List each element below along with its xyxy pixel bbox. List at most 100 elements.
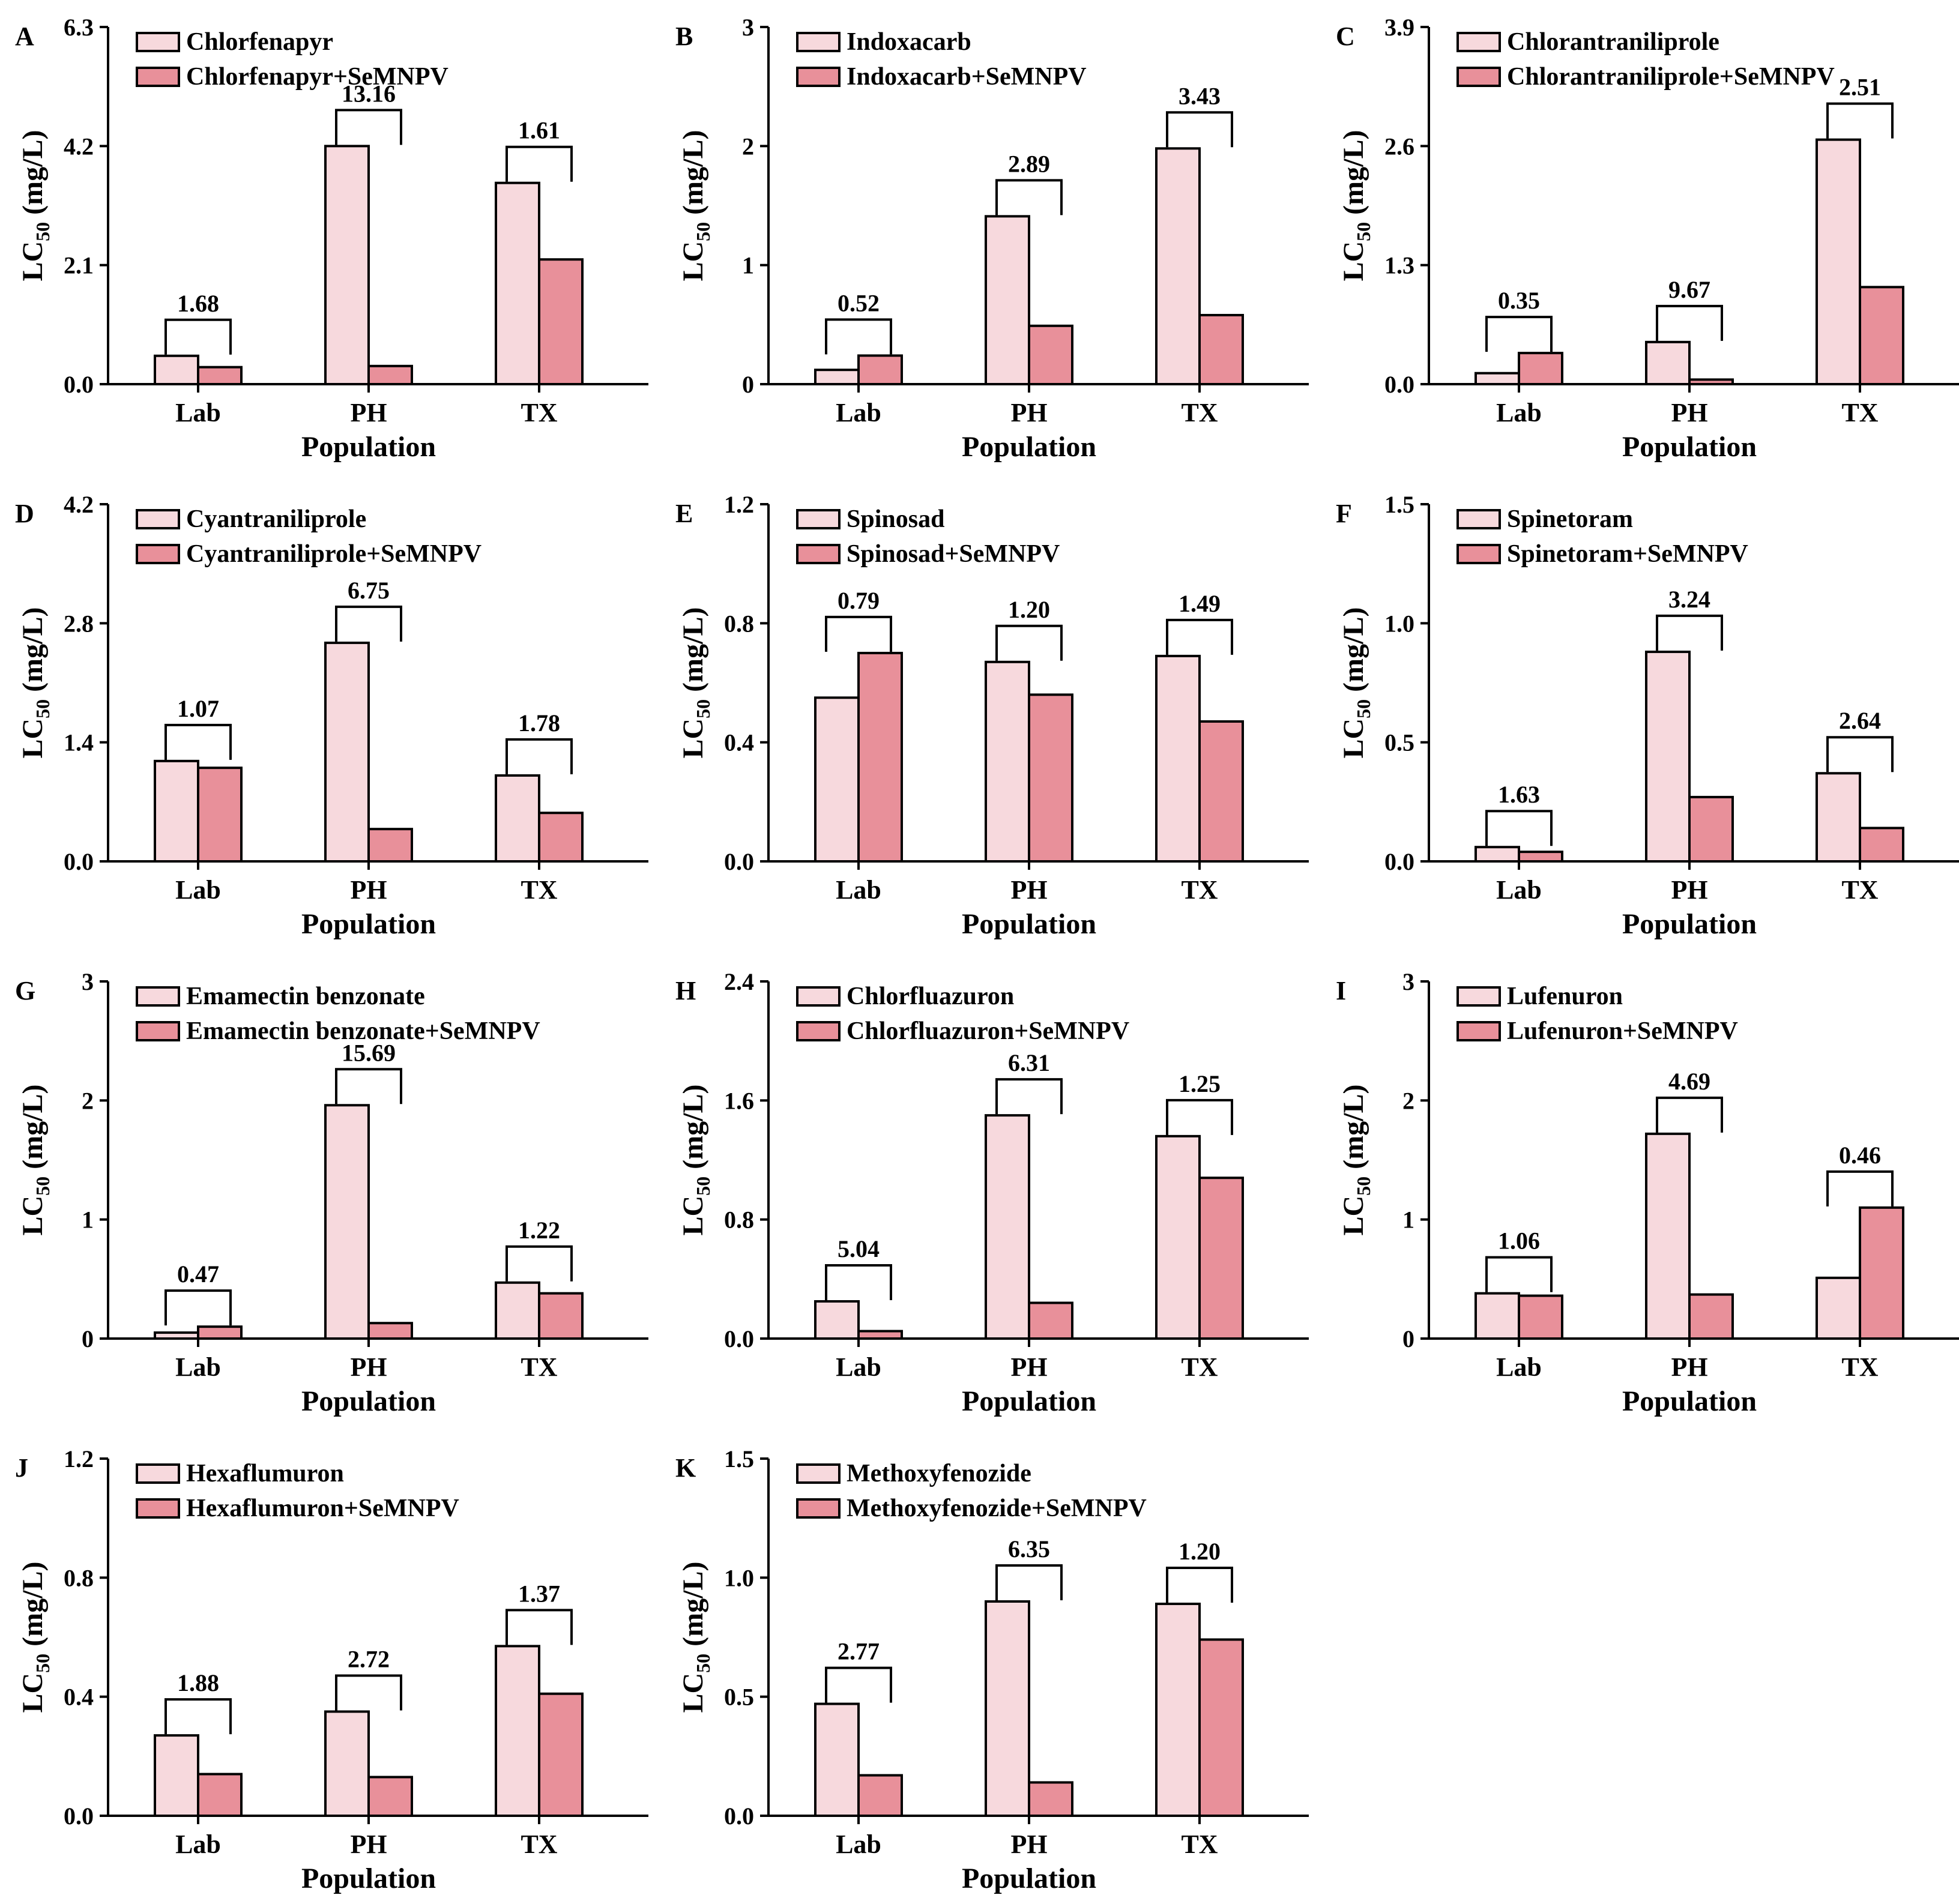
x-axis-title: Population	[962, 1863, 1096, 1894]
legend-label-insecticide: Emamectin benzonate	[186, 983, 425, 1010]
y-axis-title-subscript: 50	[1353, 699, 1374, 719]
ratio-label: 1.88	[177, 1669, 219, 1696]
y-tick-label: 2	[1402, 1087, 1414, 1114]
bar-lab-semnpv	[857, 1774, 903, 1817]
y-tick-label: 0.5	[724, 1684, 754, 1711]
legend-swatch-insecticide	[796, 509, 841, 529]
y-axis-title-main: LC	[17, 1673, 49, 1713]
ratio-label: 2.51	[1839, 74, 1881, 101]
legend-swatch-semnpv	[1456, 544, 1501, 564]
panel-b: B 0 1 2 3 LC50 (mg/L) Lab 0.52 PH 2.89 TX 3.43 Popul…	[675, 14, 1309, 463]
bar-lab-semnpv	[1518, 851, 1563, 863]
bar-lab-insecticide	[814, 1300, 860, 1340]
category-label-lab: Lab	[175, 1352, 221, 1382]
bar-tx-semnpv	[1198, 1638, 1244, 1817]
legend-label-semnpv: Spinetoram+SeMNPV	[1507, 540, 1748, 568]
bar-ph-insecticide	[1645, 650, 1691, 863]
y-axis-title-main: LC	[17, 1196, 49, 1236]
ratio-bracket	[1826, 736, 1894, 773]
category-label-tx: TX	[521, 875, 557, 905]
bar-lab-semnpv	[857, 1330, 903, 1340]
y-axis-title-main: LC	[677, 241, 709, 282]
ratio-bracket	[506, 1609, 573, 1645]
bar-lab-insecticide	[814, 369, 860, 386]
bar-lab-semnpv	[857, 651, 903, 863]
bar-tx-semnpv	[1859, 827, 1904, 863]
category-label-tx: TX	[1181, 398, 1218, 427]
y-axis-title-unit: (mg/L)	[1338, 130, 1369, 222]
bar-tx-semnpv	[1198, 720, 1244, 863]
bar-tx-insecticide	[495, 774, 540, 863]
ratio-label: 5.04	[838, 1235, 880, 1262]
panel-i: I 0 1 2 3 LC50 (mg/L) Lab 1.06 PH 4.69 TX 0.46 Popul…	[1336, 968, 1959, 1417]
category-label-ph: PH	[1671, 1352, 1707, 1382]
y-tick-label: 0.0	[64, 371, 94, 398]
ratio-label: 1.78	[518, 709, 560, 737]
category-label-tx: TX	[521, 398, 557, 427]
bar-ph-insecticide	[985, 660, 1030, 863]
ratio-bracket	[506, 738, 573, 774]
y-tick-label: 0.8	[724, 610, 754, 637]
ratio-label: 0.46	[1839, 1142, 1881, 1169]
bar-lab-insecticide	[814, 1702, 860, 1817]
y-axis-title-main: LC	[677, 719, 709, 759]
category-label-ph: PH	[1010, 875, 1047, 905]
ratio-bracket	[995, 1078, 1063, 1115]
ratio-bracket	[165, 1698, 232, 1735]
y-tick-label: 2	[742, 133, 754, 160]
ratio-label: 3.24	[1668, 586, 1710, 613]
bar-ph-insecticide	[985, 1114, 1030, 1340]
ratio-bracket	[1656, 304, 1723, 341]
y-axis-title-subscript: 50	[32, 222, 53, 241]
y-tick-label: 1.5	[1384, 491, 1414, 518]
ratio-label: 1.07	[177, 695, 219, 722]
legend-label-semnpv: Spinosad+SeMNPV	[847, 540, 1060, 568]
y-axis-title: LC50 (mg/L)	[17, 1562, 53, 1713]
legend-swatch-semnpv	[796, 544, 841, 564]
legend-swatch-insecticide	[136, 986, 180, 1007]
y-axis-title: LC50 (mg/L)	[17, 607, 53, 759]
panel-letter: G	[15, 976, 35, 1005]
category-label-tx: TX	[521, 1830, 557, 1859]
panel-f: F 0.0 0.5 1.0 1.5 LC50 (mg/L) Lab 1.63 PH 3.24 TX 2…	[1336, 491, 1959, 940]
panel-letter: C	[1336, 22, 1355, 51]
ratio-label: 2.89	[1008, 150, 1050, 177]
ratio-label: 15.69	[342, 1039, 396, 1066]
legend-label-insecticide: Spinosad	[847, 505, 944, 533]
bar-lab-insecticide	[1475, 846, 1520, 863]
y-axis-title-subscript: 50	[692, 699, 714, 719]
legend-swatch-insecticide	[796, 32, 841, 52]
ratio-bracket	[335, 1068, 402, 1104]
panel-j: J 0.0 0.4 0.8 1.2 LC50 (mg/L) Lab 1.88 PH 2.72 TX 1…	[15, 1445, 648, 1894]
bar-tx-insecticide	[1816, 1276, 1861, 1340]
category-label-lab: Lab	[1496, 875, 1542, 905]
legend-swatch-insecticide	[1456, 32, 1501, 52]
ratio-bracket	[1166, 1566, 1233, 1603]
legend-label-semnpv: Chlorfluazuron+SeMNPV	[847, 1017, 1129, 1045]
bar-tx-semnpv	[538, 812, 584, 863]
bar-ph-semnpv	[367, 828, 413, 863]
ratio-bracket	[1485, 1256, 1553, 1292]
y-axis-title-subscript: 50	[1353, 222, 1374, 241]
legend-swatch-insecticide	[796, 986, 841, 1007]
category-label-lab: Lab	[175, 398, 221, 427]
y-axis-title-main: LC	[1338, 241, 1369, 282]
ratio-bracket	[1656, 614, 1723, 651]
y-axis-title: LC50 (mg/L)	[1338, 1085, 1374, 1236]
bar-ph-semnpv	[367, 364, 413, 385]
y-tick-label: 0.0	[64, 848, 94, 875]
y-axis-title: LC50 (mg/L)	[677, 1085, 714, 1236]
y-tick-label: 2.6	[1384, 133, 1414, 160]
category-label-ph: PH	[1010, 1352, 1047, 1382]
ratio-bracket	[825, 1264, 892, 1301]
y-tick-label: 0.0	[64, 1803, 94, 1830]
bar-lab-insecticide	[814, 696, 860, 863]
y-axis-title-main: LC	[1338, 1196, 1369, 1236]
category-label-lab: Lab	[836, 875, 881, 905]
y-tick-label: 3	[1402, 968, 1414, 995]
y-tick-label: 0.0	[724, 848, 754, 875]
panel-h: H 0.0 0.8 1.6 2.4 LC50 (mg/L) Lab 5.04 PH 6.31 TX 1…	[675, 968, 1309, 1417]
category-label-lab: Lab	[836, 398, 881, 427]
ratio-label: 1.25	[1179, 1070, 1221, 1097]
x-axis-title: Population	[301, 1385, 436, 1417]
